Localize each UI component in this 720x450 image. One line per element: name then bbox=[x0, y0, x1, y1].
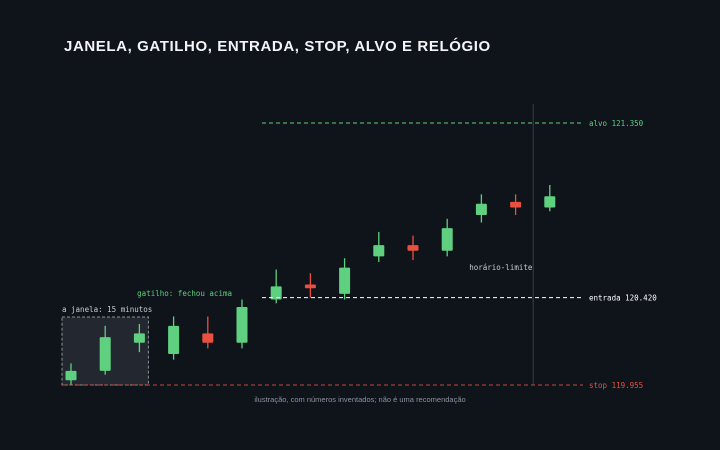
candle-body bbox=[202, 333, 214, 343]
candle-body bbox=[168, 325, 180, 355]
chart-title: JANELA, GATILHO, ENTRADA, STOP, ALVO E R… bbox=[64, 38, 491, 55]
disclaimer-footnote: ilustração, com números inventados; não … bbox=[254, 395, 466, 404]
entry-label: entrada 120.420 bbox=[589, 294, 657, 303]
candle-body bbox=[407, 245, 419, 251]
stop-label: stop 119.955 bbox=[589, 381, 643, 390]
trigger-label: gatilho: fechou acima bbox=[137, 289, 232, 298]
time-limit-label: horário-limite bbox=[469, 263, 533, 272]
candle-body bbox=[304, 284, 316, 289]
window-label: a janela: 15 minutos bbox=[62, 305, 152, 314]
candles-group bbox=[65, 184, 556, 385]
target-label: alvo 121.350 bbox=[589, 119, 644, 128]
candle-body bbox=[236, 307, 248, 343]
candle-body bbox=[133, 333, 145, 343]
candle-body bbox=[270, 286, 282, 300]
candle-body bbox=[441, 228, 453, 251]
candle-body bbox=[544, 196, 556, 208]
candle-body bbox=[99, 337, 111, 371]
candle-body bbox=[510, 201, 522, 208]
candle-body bbox=[475, 203, 487, 216]
candle-body bbox=[339, 267, 351, 294]
candle-body bbox=[65, 370, 77, 381]
candle-body bbox=[373, 245, 385, 257]
